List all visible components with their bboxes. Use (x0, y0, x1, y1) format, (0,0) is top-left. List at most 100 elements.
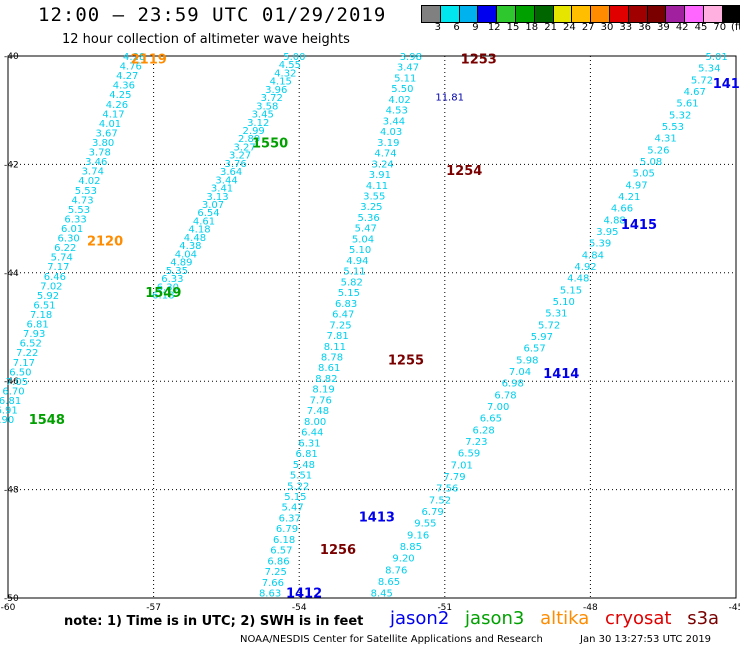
wave-height-value: 3.47 (397, 63, 419, 74)
wave-height-value: 3.27 (229, 151, 251, 162)
wave-height-value: 9.16 (407, 530, 429, 541)
wave-height-value: 6.81 (0, 396, 21, 407)
chart-title: 12:00 – 23:59 UTC 01/29/2019 (38, 4, 387, 26)
wave-height-value: 7.00 (487, 402, 509, 413)
wave-height-value: 6.37 (279, 513, 301, 524)
pass-number-label: 1413 (359, 511, 395, 526)
wave-height-value: 5.92 (37, 291, 59, 302)
colorbar-label: 21 (544, 22, 557, 33)
wave-height-value: 5.98 (516, 355, 538, 366)
colorbar-swatch (440, 6, 460, 22)
wave-height-value: 4.74 (374, 149, 396, 160)
wave-height-value: 5.53 (662, 122, 684, 133)
wave-height-value: 6.57 (523, 344, 545, 355)
wave-height-value: 3.07 (202, 200, 224, 211)
wave-height-value: 8.76 (385, 565, 407, 576)
wave-height-value: 7.04 (509, 367, 531, 378)
wave-height-value: 6.50 (9, 367, 31, 378)
wave-height-value: 6.44 (301, 428, 323, 439)
wave-height-value: 5.53 (68, 205, 90, 216)
x-tick-label: -51 (437, 603, 452, 613)
wave-height-value: 3.67 (95, 128, 117, 139)
wave-height-value: 6.47 (332, 310, 354, 321)
wave-height-value: 4.88 (604, 215, 626, 226)
wave-height-value: 5.01 (705, 52, 727, 63)
wave-height-value: 3.74 (82, 167, 104, 178)
wave-height-value: 5.15 (560, 285, 582, 296)
wave-height-value: 6.90 (0, 415, 14, 426)
wave-height-value: 5.47 (355, 224, 377, 235)
pass-number-label: 1549 (145, 286, 181, 301)
pass-number-label: 1412 (286, 587, 322, 602)
colorbar-swatch (647, 6, 667, 22)
wave-height-value: 3.55 (363, 192, 385, 203)
wave-height-value: 4.92 (574, 262, 596, 273)
wave-height-value: 4.94 (346, 256, 368, 267)
wave-height-value: 5.04 (352, 234, 374, 245)
wave-height-value: 4.84 (582, 250, 604, 261)
wave-height-value: 5.15 (284, 492, 306, 503)
wave-height-value: 5.32 (669, 110, 691, 121)
wave-height-value: 4.73 (71, 195, 93, 206)
wave-height-value: 3.44 (215, 175, 237, 186)
wave-height-value: 6.79 (422, 507, 444, 518)
wave-height-value: 3.80 (92, 138, 114, 149)
wave-height-value: 8.11 (324, 342, 346, 353)
wave-height-value: 2.99 (243, 126, 265, 137)
wave-height-value: 4.04 (175, 249, 197, 260)
wave-height-value: 8.19 (312, 385, 334, 396)
wave-height-value: 4.76 (120, 62, 142, 73)
legend-altika: altika (540, 608, 590, 629)
x-tick-label: -45 (729, 603, 740, 613)
wave-height-value: 8.61 (318, 363, 340, 374)
wave-height-value: 5.11 (343, 267, 365, 278)
wave-height-value: 3.96 (265, 85, 287, 96)
wave-height-value: 7.25 (265, 567, 287, 578)
colorbar-swatch (553, 6, 573, 22)
colorbar-swatch (422, 6, 441, 22)
wave-height-value: 9.55 (414, 519, 436, 530)
wave-height-value: 4.26 (106, 100, 128, 111)
colorbar-swatch (497, 6, 516, 22)
wave-height-value: 6.59 (458, 449, 480, 460)
wave-height-value: 3.24 (372, 159, 394, 170)
wave-height-value: 7.52 (429, 495, 451, 506)
pass-number-label: 1414 (543, 367, 579, 382)
wave-height-value: 6.81 (26, 320, 48, 331)
colorbar-swatch (534, 6, 554, 22)
wave-height-value: 8.45 (371, 589, 393, 600)
wave-height-value: 4.55 (279, 60, 301, 71)
wave-height-value: 5.10 (349, 245, 371, 256)
x-tick-label: -54 (292, 603, 307, 613)
wave-height-value: 9.20 (392, 554, 414, 565)
wave-height-value: 5.47 (281, 503, 303, 514)
wave-height-value: 7.18 (30, 310, 52, 321)
wave-height-value: 5.10 (553, 297, 575, 308)
wave-height-value: 4.02 (78, 176, 100, 187)
wave-height-value: 7.79 (443, 472, 465, 483)
colorbar-swatch (591, 6, 610, 22)
legend-s3a: s3a (687, 608, 720, 629)
wave-height-value: 4.48 (567, 274, 589, 285)
x-tick-label: -60 (1, 603, 16, 613)
colorbar-label: 6 (453, 22, 460, 33)
wave-height-value: 4.28 (123, 52, 145, 63)
wave-height-value: 3.76 (224, 159, 246, 170)
wave-height-value: 5.05 (633, 169, 655, 180)
colorbar-label: 42 (675, 22, 689, 33)
wave-height-value: 5.61 (676, 99, 698, 110)
wave-height-value: 4.36 (113, 81, 135, 92)
colorbar-label: 70 (713, 22, 727, 33)
wave-height-value: 2.89 (238, 134, 260, 145)
wave-height-value: 6.91 (0, 406, 18, 417)
wave-height-value: 4.25 (109, 90, 131, 101)
wave-height-value: 5.36 (357, 213, 379, 224)
wave-height-value: 3.19 (377, 138, 399, 149)
wave-height-value: 4.01 (99, 119, 121, 130)
wave-height-value: 4.15 (270, 77, 292, 88)
y-tick-label: -42 (4, 160, 19, 170)
wave-height-value: 6.57 (270, 546, 292, 557)
wave-height-value: 3.98 (400, 52, 422, 63)
